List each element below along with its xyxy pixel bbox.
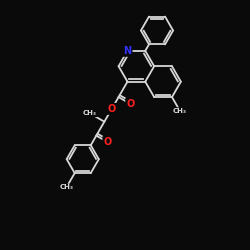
Text: O: O (103, 137, 112, 147)
Text: CH₃: CH₃ (83, 110, 97, 116)
Text: O: O (108, 104, 116, 114)
Text: N: N (124, 46, 132, 56)
Text: O: O (126, 99, 134, 109)
Text: CH₃: CH₃ (173, 108, 187, 114)
Text: CH₃: CH₃ (60, 184, 74, 190)
